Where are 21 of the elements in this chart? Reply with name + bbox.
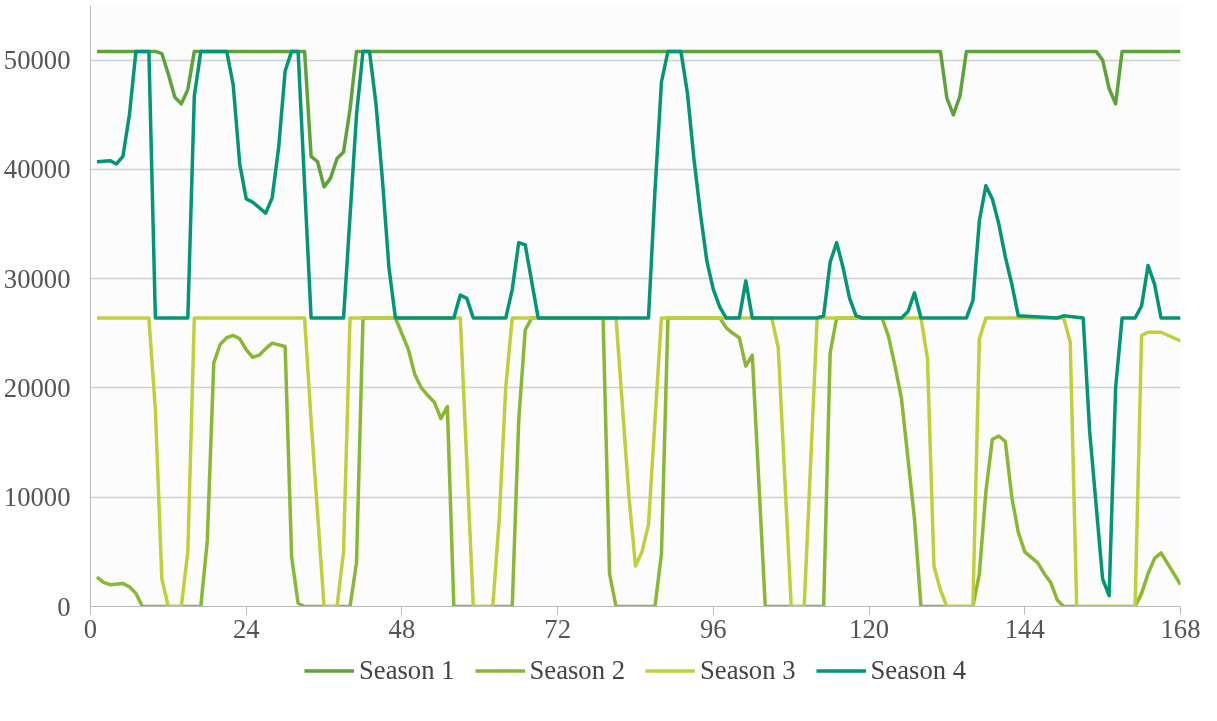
legend-label: Season 4 bbox=[870, 654, 967, 686]
line-series bbox=[95, 49, 1181, 598]
legend-label: Season 1 bbox=[358, 654, 455, 686]
line-series bbox=[95, 49, 1181, 189]
x-tick-label: 96 bbox=[700, 613, 727, 644]
x-tick-label: 144 bbox=[1004, 613, 1045, 644]
x-tick-label: 0 bbox=[83, 613, 98, 644]
y-tick-label: 10000 bbox=[3, 482, 71, 513]
legend-label: Season 3 bbox=[700, 654, 796, 686]
line-series bbox=[95, 316, 1181, 607]
x-tick-label: 120 bbox=[849, 613, 890, 644]
x-tick-label: 72 bbox=[544, 613, 571, 644]
y-tick-label: 30000 bbox=[3, 263, 71, 294]
y-tick-label: 0 bbox=[57, 591, 71, 622]
x-tick-label: 24 bbox=[232, 613, 260, 644]
y-tick-label: 20000 bbox=[3, 372, 71, 403]
y-tick-label: 40000 bbox=[3, 154, 71, 185]
legend-label: Season 2 bbox=[529, 654, 625, 686]
x-tick-label: 48 bbox=[388, 613, 416, 644]
y-tick-label: 50000 bbox=[3, 45, 71, 76]
x-tick-label: 168 bbox=[1160, 613, 1201, 644]
